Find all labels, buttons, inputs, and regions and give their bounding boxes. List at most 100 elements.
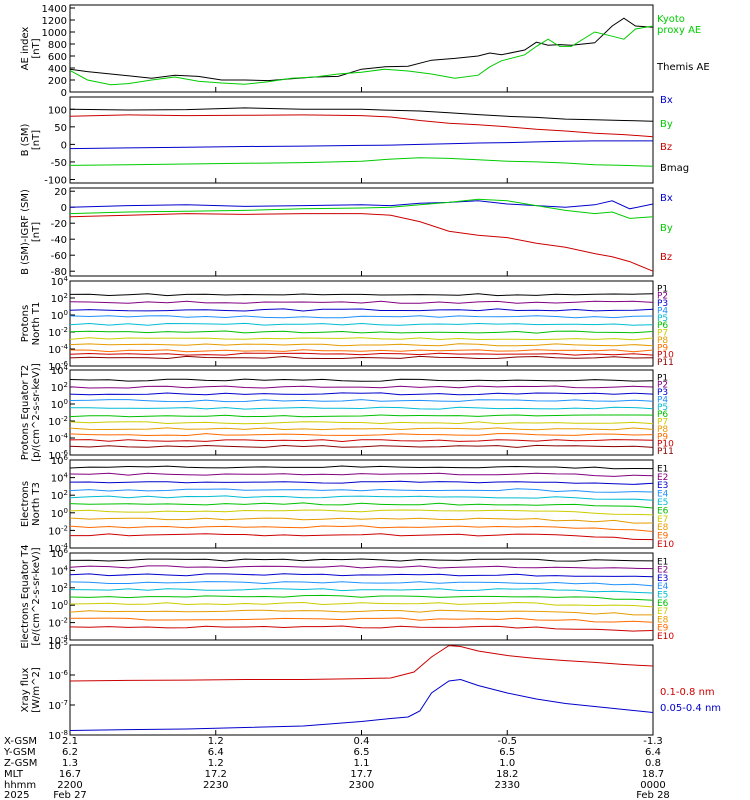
- ylabel-sub-panel-6: North T3: [31, 482, 42, 526]
- ytick-label-8-3: 10-5: [48, 639, 68, 652]
- ytick-label-6-2: 100: [51, 507, 68, 520]
- series-3-1: [69, 198, 654, 219]
- channel-4-P8: [69, 343, 654, 347]
- ytick-label-4-0: 10-6: [48, 360, 68, 373]
- legend-5-P2: P2: [657, 381, 668, 391]
- ytick-label-6-0: 10-4: [48, 542, 68, 555]
- legend-5-P8: P8: [657, 425, 668, 435]
- ytick-label-8-2: 10-6: [48, 669, 68, 682]
- legend-4-P10: P10: [657, 351, 674, 361]
- footer-value-1-4: 2230: [203, 780, 228, 791]
- channel-7-E9: [69, 617, 654, 623]
- legend-4-P6: P6: [657, 321, 668, 331]
- channel-5-P8: [69, 427, 654, 431]
- legend-xray-long: 0.1-0.8 nm: [660, 687, 715, 698]
- legend-7-E3: E3: [657, 574, 668, 584]
- ytick-label-8-0: 10-8: [48, 729, 68, 742]
- series-8-0: [69, 645, 654, 682]
- legend-7-E5: E5: [657, 591, 668, 601]
- channel-5-P2: [69, 385, 654, 389]
- ylabel-sub-panel-4: North T1: [31, 302, 42, 346]
- series-8-1: [69, 678, 654, 731]
- ylabel-panel-1: AE index: [20, 27, 31, 71]
- ylabel-panel-7: Electrons Equator T4: [20, 544, 31, 648]
- channel-7-E6: [69, 594, 654, 601]
- channel-6-E10: [70, 533, 654, 541]
- ytick-label-6-1: 10-2: [48, 524, 68, 537]
- channel-7-E8: [69, 609, 653, 616]
- footer-value-2-3: 17.7: [350, 769, 372, 780]
- ytick-label-3-3: -20: [51, 219, 67, 230]
- legend-7-E6: E6: [657, 599, 669, 609]
- channel-7-E4: [69, 581, 654, 587]
- legend-4-P2: P2: [657, 292, 668, 302]
- ytick-label-7-3: 102: [51, 582, 68, 595]
- channel-4-P2: [69, 300, 654, 304]
- channel-6-E6: [69, 502, 654, 509]
- channel-6-E5: [69, 495, 654, 501]
- legend-4-P11: P11: [657, 358, 674, 368]
- legend-6-E5: E5: [657, 498, 668, 508]
- channel-4-P3: [69, 308, 654, 312]
- channel-4-P11: [69, 355, 654, 360]
- legend-b-Bz: Bz: [660, 142, 672, 153]
- channel-4-P6: [69, 330, 654, 334]
- channel-4-P9: [69, 349, 654, 353]
- ylabel-panel-6: Electrons: [20, 481, 31, 527]
- ytick-label-3-4: 0: [61, 203, 67, 214]
- legend-6-E4: E4: [657, 490, 669, 500]
- ylabel-unit-panel-8: [W/m^2]: [31, 667, 42, 713]
- channel-4-P4: [69, 315, 654, 319]
- series-2-0: [69, 107, 654, 122]
- ytick-label-4-5: 104: [51, 275, 69, 288]
- footer-value-4-0: -1.3: [643, 736, 663, 747]
- ytick-label-1-3: 600: [48, 52, 67, 63]
- footer-value-3-3: 18.2: [496, 769, 518, 780]
- legend-4-P4: P4: [657, 306, 668, 316]
- channel-6-E9: [69, 525, 654, 532]
- ytick-label-3-5: 20: [54, 187, 67, 198]
- ytick-label-2-1: -50: [51, 158, 67, 169]
- channel-5-P1: [69, 378, 654, 382]
- legend-7-E7: E7: [657, 607, 668, 617]
- channel-5-P7: [69, 421, 654, 425]
- ytick-label-7-2: 100: [51, 599, 68, 612]
- legend-6-E10: E10: [657, 540, 674, 550]
- legend-6-E6: E6: [657, 506, 669, 516]
- footer-label-hhmm: hhmm: [4, 780, 36, 791]
- legend-7-E1: E1: [657, 557, 668, 567]
- legend-7-E4: E4: [657, 582, 669, 592]
- ylabel-panel-8: Xray flux: [20, 668, 31, 713]
- legend-kyoto-2: proxy AE: [657, 25, 701, 36]
- footer-value-4-4: 0000: [640, 780, 665, 791]
- channel-5-P10: [69, 439, 654, 443]
- footer-value-4-3: 18.7: [642, 769, 664, 780]
- channel-5-P5: [69, 406, 654, 410]
- channel-7-E3: [69, 573, 654, 578]
- legend-5-P5: P5: [657, 403, 668, 413]
- legend-7-E2: E2: [657, 566, 668, 576]
- ytick-label-2-3: 50: [54, 123, 67, 134]
- footer-value-1-0: 1.2: [208, 736, 224, 747]
- legend-4-P7: P7: [657, 329, 668, 339]
- ytick-label-4-3: 100: [51, 309, 68, 322]
- footer-value-2-0: 0.4: [354, 736, 370, 747]
- ytick-label-7-4: 104: [51, 564, 69, 577]
- ytick-label-2-4: 100: [48, 105, 67, 116]
- legend-6-E9: E9: [657, 532, 669, 542]
- channel-7-E2: [69, 565, 654, 570]
- ytick-label-4-4: 102: [51, 292, 68, 305]
- legend-themis: Themis AE: [656, 62, 710, 73]
- channel-6-E7: [69, 509, 654, 516]
- channel-6-E8: [69, 517, 654, 524]
- series-2-3: [69, 157, 654, 167]
- footer-label-2025: 2025: [4, 790, 29, 800]
- ytick-label-6-5: 106: [51, 454, 69, 467]
- legend-5-P4: P4: [657, 395, 668, 405]
- legend-xray-short: 0.05-0.4 nm: [660, 703, 721, 714]
- panel-frame-5: [69, 369, 654, 456]
- footer-value-0-4: 2200: [57, 780, 82, 791]
- footer-value-2-2: 1.1: [354, 758, 370, 769]
- channel-6-E1: [69, 465, 654, 470]
- legend-5-P7: P7: [657, 418, 668, 428]
